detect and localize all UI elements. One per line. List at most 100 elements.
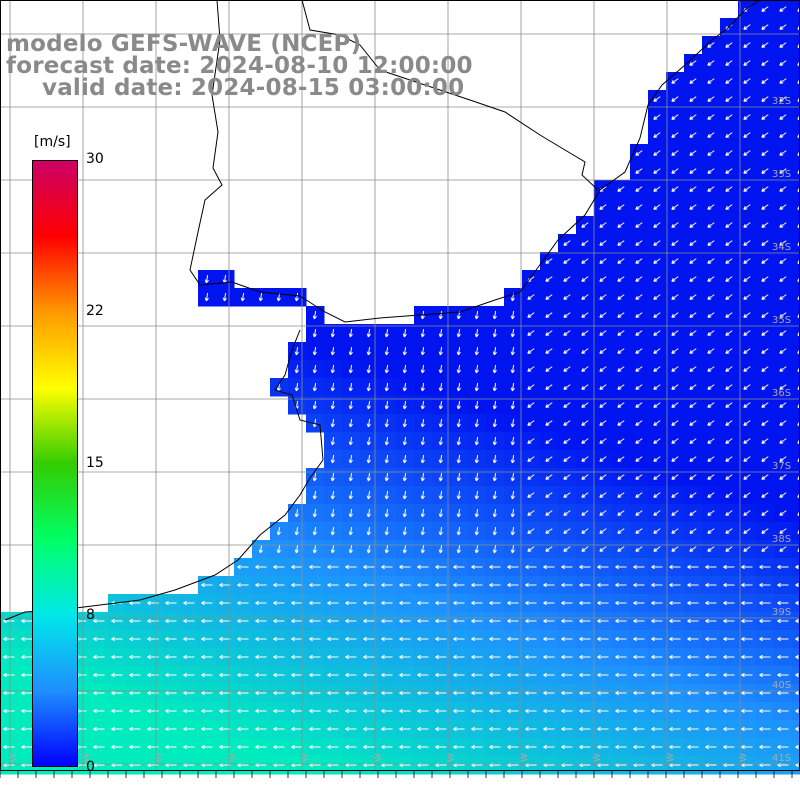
wind-arrow [615,618,627,624]
wind-arrow [635,204,643,210]
wind-arrow [165,636,177,642]
wind-arrow [384,364,389,374]
wind-arrow [402,508,407,518]
wind-arrow [489,726,501,732]
wind-arrow [779,348,787,354]
wind-arrow [327,582,339,588]
wind-arrow [669,726,681,732]
wind-arrow [201,618,213,624]
wind-arrow [492,400,497,410]
wind-arrow [653,150,661,156]
wind-arrow [312,310,317,320]
wind-arrow [363,654,375,660]
wind-arrow [615,744,627,750]
wind-arrow [669,636,681,642]
wind-arrow [327,654,339,660]
wind-arrow [21,618,33,624]
wind-arrow [438,472,443,482]
wind-arrow [435,600,447,606]
wind-arrow [527,510,535,516]
wind-arrow [237,582,249,588]
wind-arrow [599,204,607,210]
wind-arrow [617,204,625,210]
wind-arrow [525,672,537,678]
wind-arrow [402,364,407,374]
wind-arrow [381,636,393,642]
wind-arrow [723,708,735,714]
wind-arrow [669,690,681,696]
wind-arrow [563,294,571,300]
wind-arrow [165,672,177,678]
wind-arrow [165,600,177,606]
field-cell [792,144,800,163]
wind-arrow [330,436,335,446]
wind-arrow [111,672,123,678]
wind-vector-arrows [3,6,800,768]
wind-arrow [779,168,787,174]
wind-arrow [581,420,589,426]
wind-arrow [651,726,663,732]
wind-arrow [330,364,335,374]
wind-arrow [492,418,497,428]
wind-arrow [492,544,497,554]
field-cell [792,288,800,307]
wind-arrow [456,346,461,356]
field-cell [792,54,800,73]
wind-arrow [689,456,697,462]
wind-arrow [399,618,411,624]
wind-arrow [3,708,15,714]
wind-arrow [617,474,625,480]
wind-arrow [779,294,787,300]
wind-arrow [597,654,609,660]
wind-arrow [599,276,607,282]
wind-arrow [635,492,643,498]
wind-arrow [363,564,375,570]
wind-arrow [345,690,357,696]
wind-arrow [348,472,353,482]
wind-arrow [366,400,371,410]
wind-arrow [327,726,339,732]
wind-arrow [635,330,643,336]
wind-arrow [599,438,607,444]
wind-arrow [456,472,461,482]
wind-arrow [633,636,645,642]
wind-arrow [294,526,299,536]
wind-arrow [183,690,195,696]
wind-arrow [563,240,571,246]
wind-arrow [453,672,465,678]
wind-arrow [743,456,751,462]
wind-arrow [725,456,733,462]
wind-arrow [489,690,501,696]
wind-arrow [725,42,733,48]
wind-arrow [761,546,769,552]
wind-arrow [563,258,571,264]
wind-arrow [327,708,339,714]
wind-arrow [420,328,425,338]
wind-arrow [527,402,535,408]
wind-arrow [779,150,787,156]
field-cell [792,180,800,199]
wind-arrow [204,274,209,284]
wind-arrow [471,708,483,714]
wind-arrow [363,618,375,624]
wind-arrow [456,544,461,554]
wind-arrow [707,42,715,48]
wind-arrow [545,438,553,444]
wind-arrow [779,240,787,246]
wind-arrow [653,114,661,120]
wind-arrow [492,454,497,464]
wind-arrow [291,672,303,678]
field-cell [792,162,800,181]
wind-arrow [456,382,461,392]
wind-arrow [741,582,753,588]
wind-arrow [777,690,789,696]
wind-arrow [93,636,105,642]
wind-arrow [327,600,339,606]
wind-arrow [489,618,501,624]
wind-arrow [581,546,589,552]
wind-arrow [237,564,249,570]
wind-arrow [615,636,627,642]
wind-arrow [759,672,771,678]
wind-arrow [635,258,643,264]
